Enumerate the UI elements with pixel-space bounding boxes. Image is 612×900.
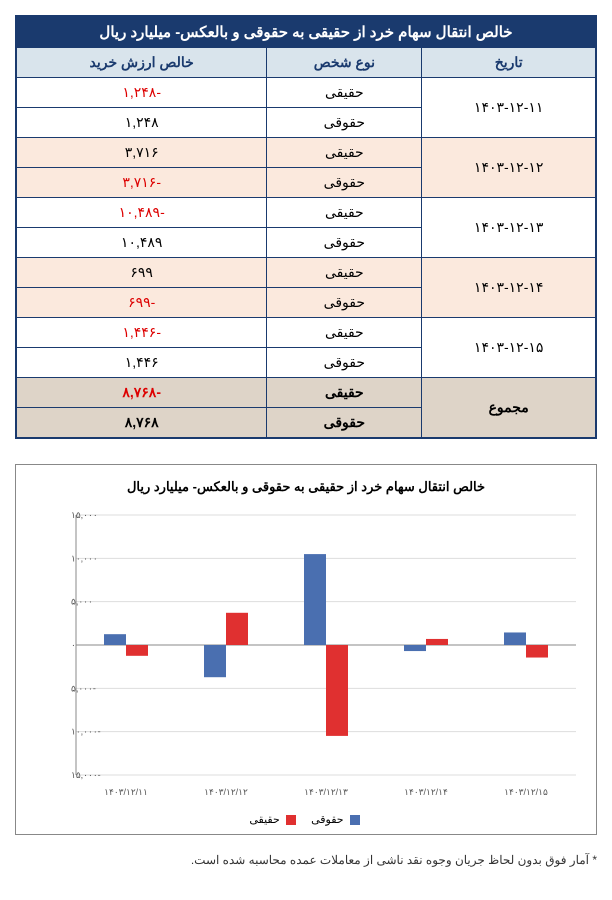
value-cell: -۶۹۹ bbox=[16, 288, 267, 318]
sum-type-1: حقیقی bbox=[267, 378, 422, 408]
date-cell: ۱۴۰۳-۱۲-۱۵ bbox=[422, 318, 596, 378]
legend-label-2: حقیقی bbox=[249, 814, 279, 826]
type-cell: حقوقی bbox=[267, 168, 422, 198]
type-cell: حقیقی bbox=[267, 258, 422, 288]
value-cell: ۱,۴۴۶ bbox=[16, 348, 267, 378]
value-cell: ۳,۷۱۶ bbox=[16, 138, 267, 168]
col-value: خالص ارزش خرید bbox=[16, 48, 267, 78]
transfer-table: خالص انتقال سهام خرد از حقیقی به حقوقی و… bbox=[15, 15, 597, 439]
svg-text:۱۰,۰۰۰: ۱۰,۰۰۰ bbox=[71, 553, 98, 563]
value-cell: ۱,۲۴۸ bbox=[16, 108, 267, 138]
svg-text:۱۴۰۳/۱۲/۱۴: ۱۴۰۳/۱۲/۱۴ bbox=[404, 787, 448, 797]
chart-legend: حقوقی حقیقی bbox=[24, 813, 588, 826]
type-cell: حقیقی bbox=[267, 138, 422, 168]
svg-text:۰: ۰ bbox=[71, 640, 76, 650]
date-cell: ۱۴۰۳-۱۲-۱۱ bbox=[422, 78, 596, 138]
value-cell: ۱۰,۴۸۹ bbox=[16, 228, 267, 258]
svg-text:۵,۰۰۰: ۵,۰۰۰ bbox=[71, 597, 93, 607]
type-cell: حقیقی bbox=[267, 198, 422, 228]
col-date: تاریخ bbox=[422, 48, 596, 78]
legend-box-1 bbox=[350, 815, 360, 825]
chart-title: خالص انتقال سهام خرد از حقیقی به حقوقی و… bbox=[24, 479, 588, 495]
type-cell: حقیقی bbox=[267, 318, 422, 348]
sum-type-2: حقوقی bbox=[267, 408, 422, 439]
sum-val-1: -۸,۷۶۸ bbox=[16, 378, 267, 408]
table-title: خالص انتقال سهام خرد از حقیقی به حقوقی و… bbox=[16, 16, 596, 48]
svg-text:۱۵,۰۰۰: ۱۵,۰۰۰ bbox=[71, 510, 98, 520]
type-cell: حقوقی bbox=[267, 108, 422, 138]
type-cell: حقوقی bbox=[267, 348, 422, 378]
svg-text:۱۴۰۳/۱۲/۱۳: ۱۴۰۳/۱۲/۱۳ bbox=[304, 787, 348, 797]
footnote: * آمار فوق بدون لحاظ جریان وجوه نقد ناشی… bbox=[15, 853, 597, 867]
svg-text:-۱۰,۰۰۰: -۱۰,۰۰۰ bbox=[71, 727, 101, 737]
sum-label: مجموع bbox=[422, 378, 596, 439]
svg-text:-۵,۰۰۰: -۵,۰۰۰ bbox=[71, 683, 96, 693]
sum-val-2: ۸,۷۶۸ bbox=[16, 408, 267, 439]
col-type: نوع شخص bbox=[267, 48, 422, 78]
svg-text:۱۴۰۳/۱۲/۱۱: ۱۴۰۳/۱۲/۱۱ bbox=[104, 787, 148, 797]
bar-chart: -۱۵,۰۰۰ -۱۰,۰۰۰ -۵,۰۰۰ ۰ ۵,۰۰۰ ۱۰,۰۰۰ ۱۵,۰۰۰ ۱۴… bbox=[24, 505, 588, 805]
chart-container: خالص انتقال سهام خرد از حقیقی به حقوقی و… bbox=[15, 464, 597, 835]
value-cell: -۳,۷۱۶ bbox=[16, 168, 267, 198]
date-cell: ۱۴۰۳-۱۲-۱۴ bbox=[422, 258, 596, 318]
value-cell: ۶۹۹ bbox=[16, 258, 267, 288]
value-cell: -۱,۲۴۸ bbox=[16, 78, 267, 108]
svg-text:۱۴۰۳/۱۲/۱۲: ۱۴۰۳/۱۲/۱۲ bbox=[204, 787, 248, 797]
date-cell: ۱۴۰۳-۱۲-۱۲ bbox=[422, 138, 596, 198]
type-cell: حقوقی bbox=[267, 288, 422, 318]
type-cell: حقیقی bbox=[267, 78, 422, 108]
value-cell: -۱,۴۴۶ bbox=[16, 318, 267, 348]
svg-text:-۱۵,۰۰۰: -۱۵,۰۰۰ bbox=[71, 770, 101, 780]
legend-box-2 bbox=[286, 815, 296, 825]
svg-text:۱۴۰۳/۱۲/۱۵: ۱۴۰۳/۱۲/۱۵ bbox=[504, 787, 548, 797]
type-cell: حقوقی bbox=[267, 228, 422, 258]
legend-label-1: حقوقی bbox=[311, 814, 343, 826]
date-cell: ۱۴۰۳-۱۲-۱۳ bbox=[422, 198, 596, 258]
value-cell: -۱۰,۴۸۹ bbox=[16, 198, 267, 228]
